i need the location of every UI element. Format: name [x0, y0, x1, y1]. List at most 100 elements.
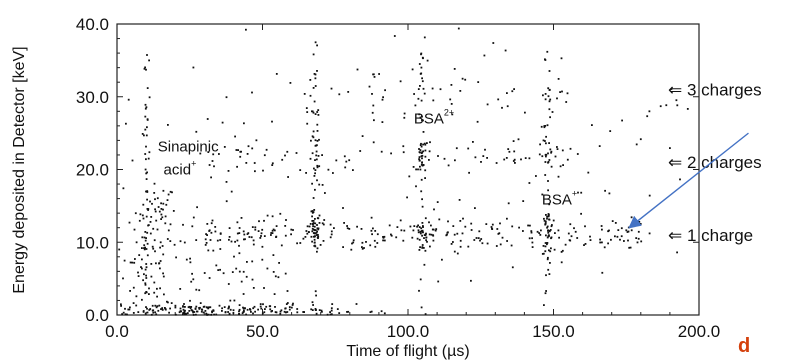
data-point — [420, 190, 423, 193]
data-point — [244, 307, 246, 310]
data-point — [468, 171, 470, 174]
axis-ticks — [116, 23, 700, 316]
data-point — [415, 168, 417, 171]
data-point — [549, 148, 552, 151]
data-point — [422, 131, 425, 133]
annotation-text: BSA — [414, 111, 444, 128]
data-point — [383, 312, 386, 315]
data-point — [269, 308, 272, 311]
data-point — [425, 236, 428, 239]
data-point — [228, 312, 231, 315]
data-point — [473, 239, 476, 241]
data-point — [144, 283, 147, 286]
data-point — [424, 313, 427, 315]
data-point — [210, 231, 213, 234]
data-point — [560, 57, 563, 60]
data-point — [146, 307, 148, 310]
data-point — [145, 215, 148, 218]
data-point — [370, 310, 373, 313]
data-point — [381, 121, 384, 123]
data-point — [601, 271, 604, 274]
data-point — [421, 151, 424, 154]
data-point — [347, 91, 350, 93]
data-point — [467, 245, 470, 248]
data-point — [313, 167, 315, 170]
data-point — [259, 305, 262, 308]
data-point — [513, 88, 515, 90]
data-point — [318, 309, 321, 311]
data-point — [458, 199, 461, 201]
data-point — [207, 313, 210, 316]
data-point — [467, 147, 470, 150]
data-point — [252, 243, 255, 246]
data-point — [225, 96, 228, 99]
data-point — [317, 234, 319, 236]
data-point — [148, 59, 150, 62]
data-point — [420, 227, 423, 230]
data-point — [185, 313, 188, 315]
data-point — [312, 222, 314, 225]
data-point — [228, 238, 230, 241]
data-point — [161, 216, 164, 219]
data-point — [423, 263, 426, 266]
data-point — [314, 77, 317, 80]
data-point — [192, 278, 195, 281]
data-point — [131, 159, 134, 162]
data-point — [350, 248, 353, 251]
data-point — [546, 242, 549, 244]
data-point — [253, 305, 256, 308]
data-point — [395, 236, 398, 239]
data-point — [312, 53, 315, 56]
data-point — [374, 230, 377, 232]
data-point — [549, 250, 552, 253]
data-point — [261, 258, 264, 261]
annotation-label: BSA+ — [542, 188, 577, 208]
data-point — [145, 134, 148, 137]
data-point — [251, 147, 254, 150]
data-point — [279, 310, 282, 313]
data-point — [262, 169, 264, 172]
y-tick-label: 0.0 — [85, 306, 109, 325]
data-point — [212, 153, 215, 156]
data-point — [312, 225, 314, 227]
data-point — [306, 111, 309, 113]
data-point — [274, 311, 277, 313]
data-point — [343, 222, 345, 224]
data-point — [201, 308, 203, 311]
data-point — [380, 310, 383, 313]
data-point — [263, 287, 265, 289]
data-point — [453, 233, 456, 236]
data-point — [257, 308, 259, 311]
data-point — [679, 178, 681, 181]
data-point — [129, 306, 131, 309]
data-point — [497, 98, 500, 101]
data-point — [182, 312, 184, 314]
data-point — [313, 73, 316, 75]
data-point — [318, 165, 321, 168]
y-tick-label: 10.0 — [76, 233, 109, 252]
data-point — [426, 240, 428, 243]
data-point — [238, 270, 241, 273]
data-point — [306, 225, 309, 228]
data-point — [225, 181, 228, 183]
data-point — [421, 222, 424, 224]
data-point — [167, 124, 169, 126]
data-point — [486, 157, 488, 159]
data-point — [140, 266, 142, 268]
data-point — [608, 192, 611, 195]
data-point — [311, 301, 314, 304]
data-point — [412, 229, 415, 232]
data-point — [546, 215, 548, 218]
data-point — [422, 231, 424, 234]
data-point — [547, 161, 550, 163]
data-point — [504, 49, 507, 52]
data-point — [550, 247, 552, 250]
data-point — [126, 313, 128, 316]
data-point — [621, 119, 623, 122]
data-point — [611, 220, 614, 222]
data-point — [246, 153, 249, 155]
data-point — [540, 229, 542, 232]
data-point — [145, 68, 147, 71]
data-point — [238, 252, 241, 255]
data-point — [314, 169, 317, 171]
